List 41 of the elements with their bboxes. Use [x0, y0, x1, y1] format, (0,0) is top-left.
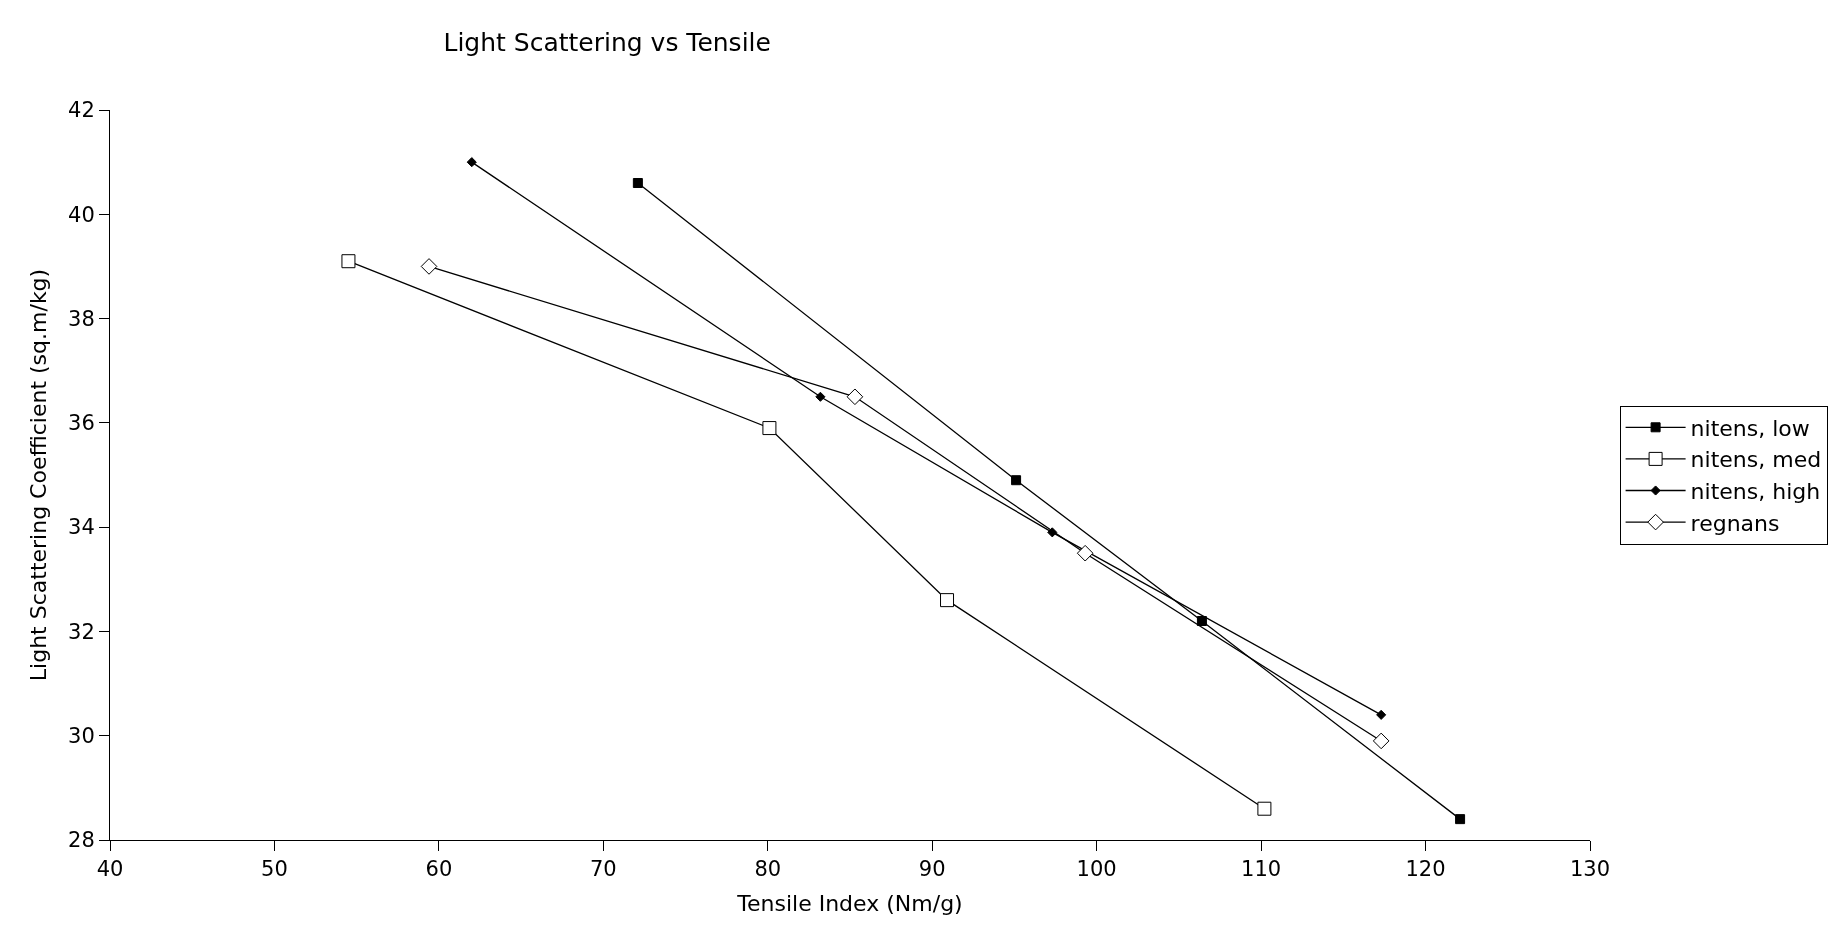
x-tick-label: 50	[261, 857, 288, 882]
y-tick-label: 42	[68, 98, 95, 123]
point	[1076, 544, 1094, 562]
x-tick-label: 110	[1241, 857, 1282, 882]
x-tick-label: 60	[425, 857, 453, 882]
point	[632, 178, 643, 188]
legend-label: nitens, high	[1690, 479, 1821, 505]
point	[1047, 527, 1058, 538]
chart-title: Light Scattering vs Tensile	[443, 27, 771, 57]
point	[420, 258, 438, 275]
x-tick-label: 90	[918, 857, 946, 882]
point	[846, 388, 864, 406]
point	[341, 254, 356, 269]
x-tick-label: 80	[754, 857, 782, 882]
x-tick-label: 130	[1569, 857, 1611, 882]
x-axis-title: Tensile Index (Nm/g)	[736, 891, 963, 917]
point	[815, 391, 826, 402]
y-tick-label: 30	[68, 724, 95, 749]
y-tick-label: 38	[68, 306, 95, 331]
legend-label: nitens, low	[1690, 415, 1810, 441]
y-tick-label: 32	[68, 619, 95, 644]
point	[1011, 475, 1022, 486]
x-tick-label: 100	[1076, 857, 1117, 882]
point	[940, 593, 955, 608]
x-tick-label: 120	[1405, 857, 1446, 882]
point	[466, 157, 477, 168]
x-tick-label: 70	[589, 857, 617, 882]
legend-label: nitens, med	[1690, 447, 1822, 473]
y-tick-label: 34	[68, 515, 95, 540]
y-tick-label: 40	[68, 202, 95, 227]
point	[1376, 709, 1387, 720]
y-tick-label: 28	[68, 828, 95, 853]
point	[1372, 732, 1390, 750]
y-tick-label: 36	[68, 411, 95, 436]
y-axis-title: Light Scattering Coefficient (sq.m/kg)	[25, 268, 51, 682]
point	[1455, 814, 1466, 825]
point	[1196, 616, 1207, 626]
point	[762, 421, 777, 436]
x-tick-label: 40	[96, 857, 124, 882]
point	[1257, 801, 1272, 816]
legend-label: regnans	[1690, 510, 1780, 536]
